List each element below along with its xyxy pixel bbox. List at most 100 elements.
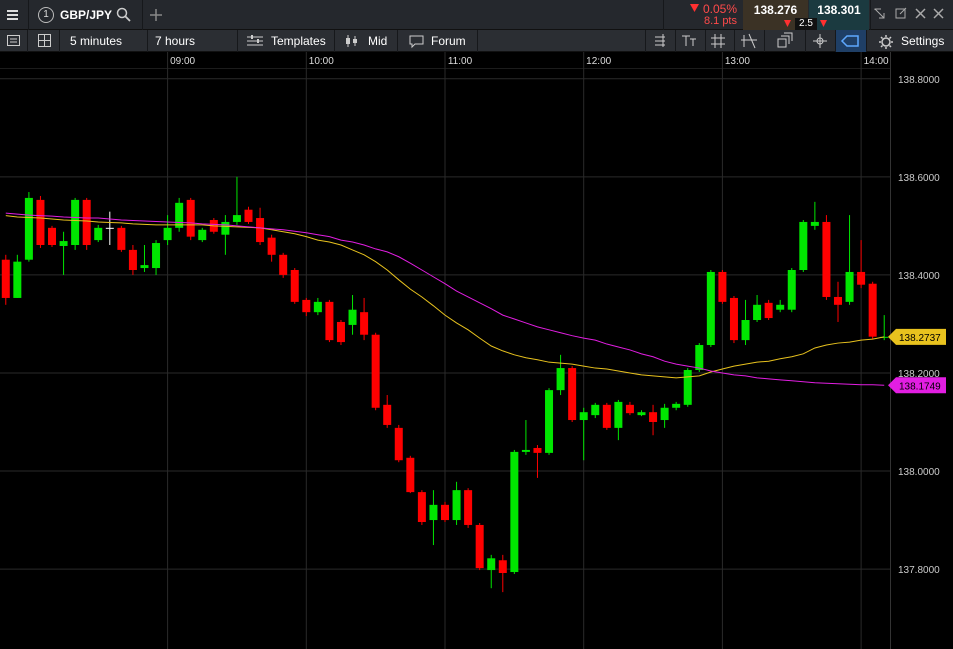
candle-body xyxy=(105,227,114,229)
candle-body xyxy=(833,296,842,305)
candle-body xyxy=(394,427,403,461)
candle-body xyxy=(695,345,704,371)
list-button[interactable] xyxy=(0,30,28,52)
candle-body xyxy=(371,334,380,408)
candle-body xyxy=(221,221,230,235)
window-controls[interactable] xyxy=(872,6,952,24)
interval-button[interactable]: 5 minutes xyxy=(60,30,148,52)
candle-icon xyxy=(346,35,357,47)
candle-body xyxy=(614,401,623,428)
candle-body xyxy=(441,504,449,521)
spread: 2.5 xyxy=(795,18,817,30)
settings-button[interactable]: Settings xyxy=(901,34,945,48)
candle-body xyxy=(48,227,57,245)
buy-price[interactable]: 138.301 xyxy=(817,3,861,17)
candle-body xyxy=(533,447,542,453)
instrument[interactable]: GBP/JPY xyxy=(60,8,113,22)
candle-body xyxy=(152,243,161,269)
forum-icon xyxy=(409,35,424,49)
buy-box[interactable] xyxy=(809,0,869,30)
value-tag-label: 138.2737 xyxy=(899,333,941,344)
change-percent: 0.05% xyxy=(702,2,737,16)
y-tick-label: 138.4000 xyxy=(898,271,940,282)
candle-body xyxy=(799,221,808,271)
candle-body xyxy=(753,304,762,321)
price-chart: 137.8000 138.0000 138.2000 138.4000 138.6000… xyxy=(0,52,953,649)
candle-body xyxy=(857,271,866,285)
candle-body xyxy=(198,229,207,241)
x-tick-label: 14:00 xyxy=(864,56,889,67)
candle-body xyxy=(59,241,68,246)
candle-body xyxy=(256,218,265,243)
value-tag xyxy=(888,328,946,345)
candle-body xyxy=(336,321,345,343)
candle-body xyxy=(868,283,877,337)
span-button[interactable]: 7 hours xyxy=(148,30,238,52)
candle-body xyxy=(683,370,692,405)
candle-body xyxy=(267,237,276,255)
templates-icon xyxy=(247,35,263,46)
candle-body xyxy=(545,390,554,453)
y-tick-label: 138.0000 xyxy=(898,467,940,478)
candle-body xyxy=(1,259,10,298)
candle-body xyxy=(13,261,22,298)
candle-body xyxy=(741,320,750,341)
candle-body xyxy=(475,524,484,569)
candle-body xyxy=(82,199,91,245)
candle-body xyxy=(186,199,195,237)
candle-body xyxy=(406,457,415,493)
price-type-button[interactable]: Mid xyxy=(335,30,398,52)
candle-body xyxy=(718,271,727,302)
down-arrow xyxy=(690,4,699,12)
candle-body xyxy=(822,221,831,297)
candle-body xyxy=(579,412,588,421)
candle-body xyxy=(232,215,241,222)
menu-icon[interactable] xyxy=(6,8,20,22)
candle-body xyxy=(510,451,519,573)
value-tag xyxy=(888,377,946,394)
candle-body xyxy=(487,558,496,571)
search-icon[interactable] xyxy=(116,7,132,23)
down-arrow xyxy=(820,20,827,27)
candle-body xyxy=(325,301,334,341)
candle-body xyxy=(764,302,773,319)
tool-icons[interactable] xyxy=(645,30,867,52)
x-tick-label: 11:00 xyxy=(448,56,473,67)
candle-body xyxy=(279,254,288,275)
candle-body xyxy=(498,560,507,574)
candle-body xyxy=(163,227,172,241)
x-tick-label: 13:00 xyxy=(725,56,750,67)
candle-body xyxy=(556,368,565,391)
candle-body xyxy=(729,297,738,341)
candle-body xyxy=(810,221,819,226)
chart-toolbar: 5 minutes 7 hours Templates Mid Forum Se… xyxy=(0,30,953,52)
add-tab[interactable] xyxy=(149,8,163,22)
candle-body xyxy=(417,492,426,523)
candle-body xyxy=(36,199,45,245)
candle-body xyxy=(348,309,357,325)
average-line xyxy=(5,215,885,379)
candle-body xyxy=(464,490,473,525)
candle-body xyxy=(672,403,681,408)
candle-body xyxy=(429,504,438,521)
candle-body xyxy=(290,270,299,302)
templates-button[interactable]: Templates xyxy=(238,30,335,52)
y-tick-label: 138.8000 xyxy=(898,75,940,86)
sell-price[interactable]: 138.276 xyxy=(753,3,798,17)
candle-body xyxy=(776,304,785,310)
candle-body xyxy=(94,227,103,241)
value-tag-label: 138.1749 xyxy=(899,381,941,392)
candle-body xyxy=(521,449,530,452)
candle-body xyxy=(313,301,322,313)
candle-body xyxy=(452,490,461,521)
candle-body xyxy=(140,265,149,269)
candle-body xyxy=(128,249,137,271)
candle-body xyxy=(175,202,184,228)
forum-button[interactable]: Forum xyxy=(398,30,478,52)
instrument-number[interactable]: 1 xyxy=(38,7,54,23)
candle-body xyxy=(625,404,634,414)
candle-body xyxy=(244,209,253,222)
layout-button[interactable] xyxy=(28,30,60,52)
candle-body xyxy=(660,407,669,421)
